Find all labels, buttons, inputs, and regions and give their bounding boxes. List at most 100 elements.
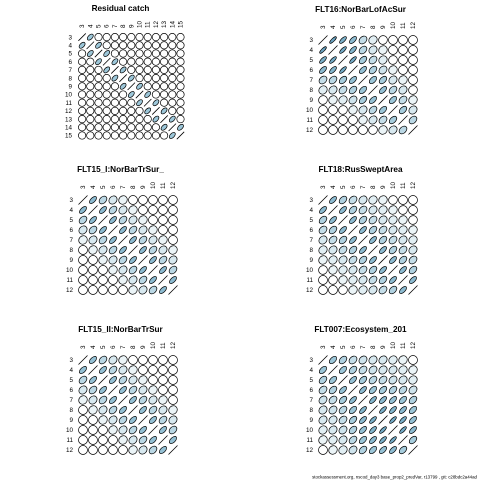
column-tick-label: 4 — [90, 345, 97, 349]
correlation-cell — [358, 265, 368, 275]
correlation-cell — [339, 386, 347, 394]
correlation-cell — [338, 125, 348, 135]
correlation-cell — [358, 435, 368, 445]
correlation-cell — [348, 445, 358, 455]
correlation-cell — [388, 125, 398, 135]
correlation-cell — [151, 49, 160, 58]
correlation-cell — [348, 285, 358, 295]
correlation-cell — [128, 265, 138, 275]
correlation-cell — [118, 425, 128, 435]
correlation-cell — [338, 95, 348, 105]
correlation-cell — [176, 49, 185, 58]
correlation-cell — [388, 385, 398, 395]
correlation-cell — [398, 255, 408, 265]
correlation-cell — [318, 365, 328, 375]
column-tick-label: 11 — [400, 22, 407, 29]
correlation-cell — [158, 195, 168, 205]
correlation-cell — [339, 36, 347, 44]
row-tick-label: 11 — [306, 117, 313, 124]
correlation-cell — [119, 246, 127, 254]
correlation-cell — [388, 85, 398, 95]
correlation-cell — [319, 206, 327, 214]
correlation-cell-diagonal — [408, 125, 418, 135]
correlation-cell — [338, 365, 348, 375]
correlation-cell — [338, 115, 348, 125]
correlation-cell — [408, 35, 418, 45]
column-tick-label: 9 — [380, 345, 387, 349]
correlation-cell — [339, 66, 347, 74]
correlation-cell — [358, 275, 368, 285]
correlation-cell — [151, 41, 160, 50]
row-tick-label: 7 — [309, 77, 313, 84]
row-tick-label: 7 — [309, 397, 313, 404]
row-tick-label: 9 — [69, 417, 73, 424]
correlation-cell — [148, 365, 158, 375]
correlation-cell — [399, 266, 407, 274]
row-tick-label: 3 — [69, 357, 73, 364]
correlation-cell — [139, 266, 147, 274]
correlation-cell — [86, 106, 95, 115]
correlation-cell — [102, 41, 111, 50]
correlation-cell-diagonal — [118, 235, 128, 245]
correlation-cell — [408, 205, 418, 215]
correlation-cell — [388, 285, 398, 295]
column-tick-label: 4 — [330, 345, 337, 349]
correlation-cell — [379, 426, 387, 434]
correlation-cell — [368, 355, 378, 365]
correlation-cell — [78, 445, 88, 455]
correlation-cell — [118, 355, 128, 365]
correlation-cell — [348, 95, 358, 105]
correlation-cell — [127, 98, 136, 107]
correlation-cell — [398, 35, 408, 45]
row-tick-label: 12 — [306, 287, 314, 294]
correlation-cell — [94, 115, 103, 124]
correlation-cell — [151, 74, 160, 83]
correlation-cell — [118, 205, 128, 215]
correlation-cell — [160, 131, 169, 140]
correlation-cell — [138, 205, 148, 215]
correlation-cell — [328, 85, 338, 95]
row-tick-label: 14 — [65, 125, 73, 132]
correlation-cell — [388, 195, 398, 205]
correlation-cell — [119, 90, 128, 99]
correlation-cell — [127, 49, 136, 58]
column-tick-label: 10 — [150, 341, 157, 349]
correlation-cell — [369, 436, 377, 444]
correlation-cell — [319, 46, 327, 54]
correlation-cell — [138, 365, 148, 375]
correlation-cell-diagonal — [398, 115, 408, 125]
correlation-cell — [168, 235, 178, 245]
correlation-cell — [88, 385, 98, 395]
correlation-cell — [318, 405, 328, 415]
row-tick-label: 3 — [309, 197, 313, 204]
correlation-cell — [348, 365, 358, 375]
correlation-cell — [127, 65, 136, 74]
correlation-cell — [358, 365, 368, 375]
correlation-cell — [328, 225, 338, 235]
correlation-cell — [109, 376, 117, 384]
row-tick-label: 11 — [306, 437, 313, 444]
correlation-cell — [160, 123, 168, 131]
correlation-cell — [398, 235, 408, 245]
correlation-cell — [94, 123, 103, 132]
correlation-cell — [408, 365, 418, 375]
correlation-cell — [348, 265, 358, 275]
correlation-cell — [168, 265, 178, 275]
correlation-cell — [388, 35, 398, 45]
correlation-cell — [349, 236, 357, 244]
correlation-cell — [151, 131, 160, 140]
correlation-cell — [127, 57, 136, 66]
correlation-cell — [143, 57, 152, 66]
column-tick-label: 5 — [340, 185, 347, 189]
correlation-cell-diagonal — [348, 385, 358, 395]
correlation-cell — [368, 445, 378, 455]
correlation-cell — [148, 395, 158, 405]
correlation-cell — [151, 123, 160, 132]
correlation-cell — [359, 226, 367, 234]
correlation-cell — [318, 385, 328, 395]
correlation-cell — [110, 115, 119, 124]
correlation-cell — [89, 216, 97, 224]
correlation-cell — [128, 385, 138, 395]
